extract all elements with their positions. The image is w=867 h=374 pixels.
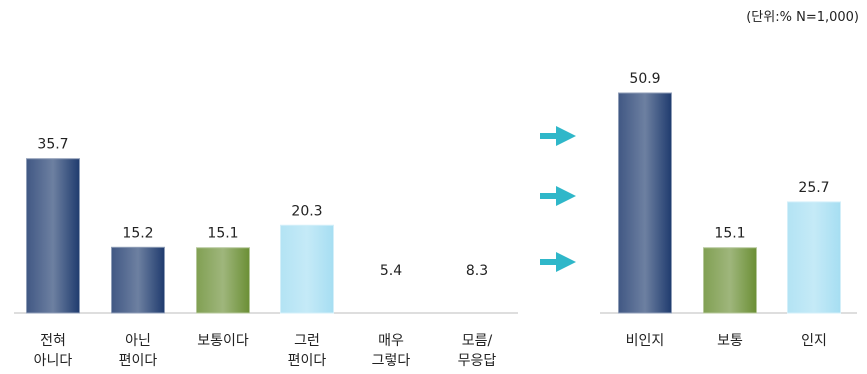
category-label: 아닌 bbox=[125, 333, 151, 349]
category-label: 인지 bbox=[801, 333, 827, 349]
bar bbox=[26, 158, 80, 314]
category-label: 편이다 bbox=[119, 353, 158, 369]
data-label: 35.7 bbox=[37, 137, 68, 153]
data-label: 15.1 bbox=[207, 226, 238, 242]
data-label: 5.4 bbox=[380, 263, 402, 279]
category-label: 보통 bbox=[717, 333, 743, 349]
arrow-right-icon bbox=[540, 186, 576, 206]
bar bbox=[618, 92, 672, 314]
bar bbox=[111, 246, 165, 314]
category-label: 그런 bbox=[294, 333, 320, 349]
bar bbox=[703, 247, 757, 314]
arrow-right-icon bbox=[540, 126, 576, 146]
data-label: 20.3 bbox=[291, 203, 322, 219]
category-label: 편이다 bbox=[288, 353, 327, 369]
data-label: 15.2 bbox=[122, 225, 153, 241]
data-label: 50.9 bbox=[629, 71, 660, 87]
category-label: 비인지 bbox=[626, 333, 665, 349]
bar bbox=[196, 247, 250, 314]
category-label: 보통이다 bbox=[197, 333, 249, 349]
unit-note: (단위:% N=1,000) bbox=[746, 10, 859, 25]
bar bbox=[787, 201, 841, 314]
category-label: 전혀 bbox=[40, 333, 66, 349]
category-label: 무응답 bbox=[458, 353, 497, 369]
category-label: 그렇다 bbox=[372, 353, 411, 369]
category-label: 모름/ bbox=[462, 333, 493, 349]
category-label: 매우 bbox=[378, 333, 404, 349]
bar bbox=[280, 224, 334, 314]
data-label: 15.1 bbox=[714, 226, 745, 242]
data-label: 8.3 bbox=[466, 263, 488, 279]
arrow-right-icon bbox=[540, 252, 576, 272]
data-label: 25.7 bbox=[798, 180, 829, 196]
category-label: 아니다 bbox=[34, 353, 73, 369]
